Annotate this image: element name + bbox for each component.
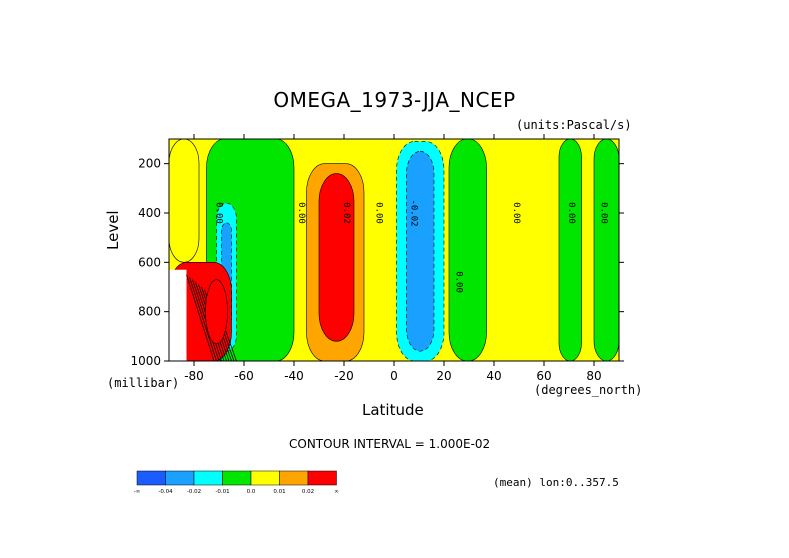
x-tick-label: 40 [486, 369, 501, 383]
y-tick-label: 800 [138, 305, 161, 319]
y-tick-label: 600 [138, 255, 161, 269]
x-tick-label: 60 [536, 369, 551, 383]
contour-label-1: 0.00 [296, 202, 306, 224]
contour-region-7 [406, 151, 435, 352]
contour-label-6: 0.00 [511, 202, 521, 224]
contour-interval-note: CONTOUR INTERVAL = 1.000E-02 [289, 437, 491, 451]
x-axis-label: Latitude [362, 401, 424, 419]
contour-label-4: -0.02 [409, 199, 419, 226]
legend-label: 0.02 [302, 489, 314, 495]
legend-label: -0.01 [215, 489, 229, 495]
legend-swatch [307, 470, 337, 486]
legend-swatch [279, 470, 309, 486]
contour-label-0: 0.00 [214, 202, 224, 224]
contour-label-3: 0.00 [374, 202, 384, 224]
y-axis-unit: (millibar) [107, 376, 180, 390]
contour-region-lobe [205, 279, 228, 344]
axes-layer: -80 -60 -40 -20 0 20 40 60 80 200 400 600 800 1000 [130, 134, 624, 383]
legend-swatch [165, 470, 195, 486]
legend-label: -0.02 [187, 489, 201, 495]
x-tick-label: -40 [284, 369, 304, 383]
legend-swatch [250, 470, 280, 486]
x-tick-label: 20 [436, 369, 451, 383]
x-tick-label: -80 [184, 369, 204, 383]
legend-swatch [193, 470, 223, 486]
contour-label-5: 0.00 [454, 271, 464, 293]
legend-label: 0.0 [247, 489, 256, 495]
contour-region-9 [448, 139, 487, 361]
contour-region-5 [318, 173, 355, 342]
chart-title: OMEGA_1973-JJA_NCEP [273, 88, 516, 112]
legend-label: 0.01 [273, 489, 285, 495]
x-axis-unit: (degrees_north) [534, 383, 643, 397]
terrain-mask [169, 269, 187, 361]
contour-label-2: 0.02 [341, 202, 351, 224]
legend-label: -0.04 [158, 489, 173, 495]
units-label: (units:Pascal/s) [516, 118, 632, 132]
y-tick-label: 1000 [130, 354, 161, 368]
contour-region-10 [558, 139, 582, 361]
contour-label-7: 0.00 [566, 202, 576, 224]
contour-line [186, 274, 215, 361]
x-tick-label: -60 [234, 369, 254, 383]
y-tick-label: 200 [138, 157, 161, 171]
legend-swatch [136, 470, 166, 486]
contour-label-layer: 0.00 0.00 0.02 0.00 -0.02 0.00 0.00 0.00 0.00 [214, 199, 609, 292]
legend-swatch [222, 470, 252, 486]
color-legend: -∞ -0.04 -0.02 -0.01 0.0 0.01 0.02 ∞ [134, 470, 339, 495]
contour-line [189, 277, 217, 361]
legend-label: -∞ [134, 489, 141, 495]
contour-region-11 [593, 139, 619, 361]
contour-label-8: 0.00 [599, 202, 609, 224]
x-tick-label: -20 [334, 369, 354, 383]
legend-label: ∞ [334, 489, 339, 495]
contour-fill-layer [169, 139, 619, 361]
x-tick-label: 0 [390, 369, 398, 383]
mean-note: (mean) lon:0..357.5 [493, 476, 619, 489]
x-tick-label: 80 [586, 369, 601, 383]
contour-region-0 [169, 139, 200, 263]
y-tick-label: 400 [138, 206, 161, 220]
